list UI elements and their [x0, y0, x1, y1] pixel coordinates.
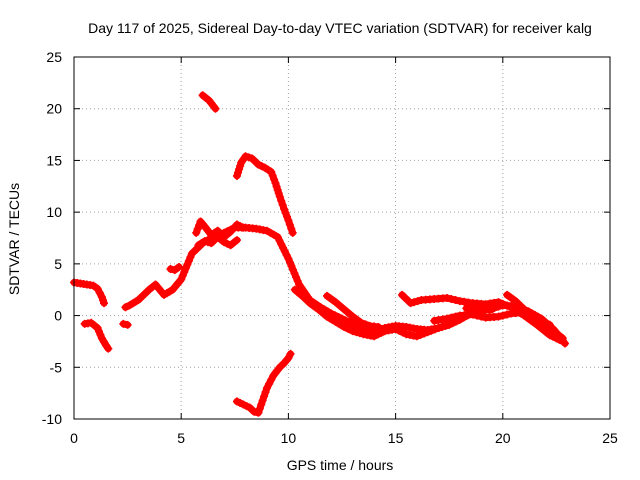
series-s12 [322, 291, 383, 331]
plot-frame [73, 56, 611, 420]
chart-title: Day 117 of 2025, Sidereal Day-to-day VTE… [88, 20, 592, 36]
series-s13 [398, 290, 567, 346]
series-s5 [166, 262, 184, 275]
series-s16 [503, 290, 554, 329]
series-markers [192, 217, 248, 241]
series-s8 [198, 91, 220, 113]
series-markers [166, 262, 184, 275]
series-s2 [80, 318, 113, 353]
series-markers [80, 318, 113, 353]
series-s10 [232, 349, 295, 417]
series-s4 [119, 319, 132, 329]
x-tick-label: 20 [495, 430, 511, 446]
y-tick-label: 5 [54, 256, 62, 272]
series-markers [322, 291, 383, 331]
y-tick-label: -5 [50, 359, 63, 375]
series-markers [194, 232, 241, 250]
series-markers [232, 152, 297, 237]
grid [74, 57, 610, 419]
x-tick-label: 15 [388, 430, 404, 446]
data-series [70, 91, 569, 417]
y-tick-label: 0 [54, 308, 62, 324]
series-s6 [192, 217, 248, 241]
y-tick-label: 20 [46, 101, 62, 117]
y-tick-label: -10 [42, 411, 62, 427]
x-tick-label: 25 [602, 430, 618, 446]
series-s1 [70, 278, 109, 308]
x-tick-label: 0 [70, 430, 78, 446]
series-s11 [290, 285, 443, 341]
x-tick-label: 10 [281, 430, 297, 446]
series-s7 [194, 232, 241, 250]
y-tick-label: 25 [46, 49, 62, 65]
x-axis-label: GPS time / hours [287, 457, 394, 473]
y-tick-label: 15 [46, 152, 62, 168]
y-axis-label: SDTVAR / TECUs [6, 183, 22, 295]
series-markers [232, 349, 295, 417]
series-s9 [232, 152, 297, 237]
x-tick-label: 5 [177, 430, 185, 446]
series-markers [119, 319, 132, 329]
series-markers [198, 91, 220, 113]
axis-ticks: 0 5 10 15 20 25 -10 -5 0 5 10 15 20 25 [42, 49, 618, 446]
series-markers [503, 290, 554, 329]
y-tick-label: 10 [46, 204, 62, 220]
series-markers [290, 285, 443, 341]
